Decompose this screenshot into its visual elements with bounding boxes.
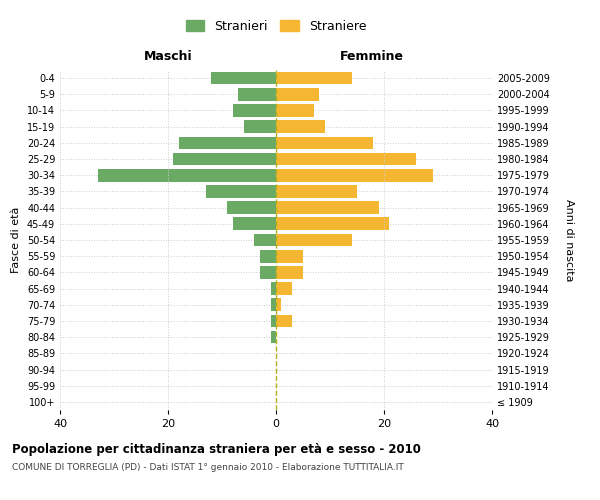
Legend: Stranieri, Straniere: Stranieri, Straniere (181, 15, 371, 38)
Bar (233, 218, 276, 230)
Text: COMUNE DI TORREGLIA (PD) - Dati ISTAT 1° gennaio 2010 - Elaborazione TUTTITALIA.: COMUNE DI TORREGLIA (PD) - Dati ISTAT 1°… (12, 462, 404, 471)
Bar (98, 169, 276, 181)
Bar (173, 152, 276, 166)
Bar (238, 88, 276, 101)
Bar (276, 152, 416, 166)
Bar (271, 282, 276, 295)
Bar (276, 282, 292, 295)
Bar (260, 266, 276, 278)
Bar (260, 250, 276, 262)
Bar (276, 88, 319, 101)
Bar (227, 202, 276, 214)
Y-axis label: Fasce di età: Fasce di età (11, 207, 21, 273)
Bar (211, 72, 276, 85)
Bar (276, 104, 314, 117)
Bar (254, 234, 276, 246)
Bar (271, 314, 276, 328)
Text: Maschi: Maschi (143, 50, 193, 62)
Bar (206, 185, 276, 198)
Bar (276, 234, 352, 246)
Bar (276, 218, 389, 230)
Bar (233, 104, 276, 117)
Bar (271, 298, 276, 311)
Bar (276, 185, 357, 198)
Bar (276, 169, 433, 181)
Bar (276, 298, 281, 311)
Y-axis label: Anni di nascita: Anni di nascita (563, 198, 574, 281)
Bar (271, 331, 276, 344)
Bar (276, 120, 325, 133)
Bar (276, 266, 303, 278)
Text: Popolazione per cittadinanza straniera per età e sesso - 2010: Popolazione per cittadinanza straniera p… (12, 442, 421, 456)
Text: Femmine: Femmine (340, 50, 404, 62)
Bar (276, 202, 379, 214)
Bar (276, 72, 352, 85)
Bar (244, 120, 276, 133)
Bar (276, 250, 303, 262)
Bar (276, 136, 373, 149)
Bar (276, 314, 292, 328)
Bar (179, 136, 276, 149)
